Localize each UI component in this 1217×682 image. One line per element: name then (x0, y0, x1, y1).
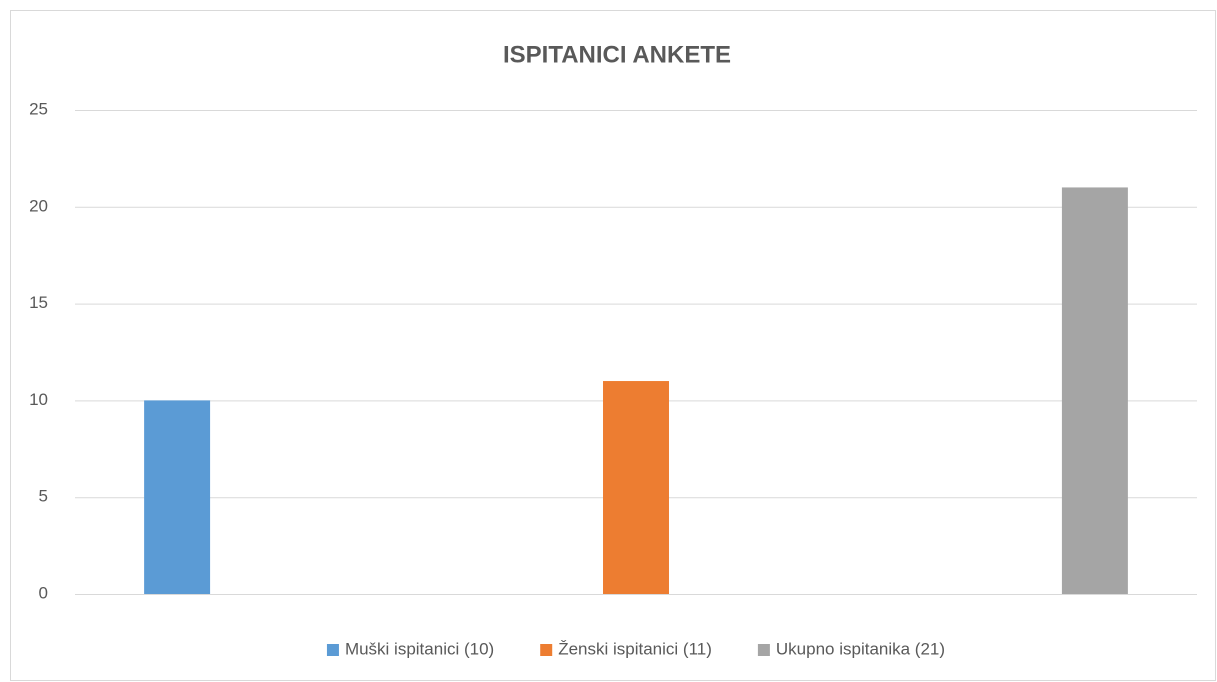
bar (1061, 187, 1128, 594)
legend-label: Ženski ispitanici (11) (558, 639, 712, 658)
legend-swatch (757, 644, 770, 656)
y-tick-label: 15 (29, 293, 48, 312)
y-tick-label: 20 (29, 196, 48, 215)
y-tick-label: 10 (29, 390, 48, 409)
bar (603, 381, 669, 594)
y-tick-label: 25 (29, 99, 48, 118)
legend-swatch (540, 644, 553, 656)
legend-swatch (326, 644, 339, 656)
legend-label: Muški ispitanici (10) (345, 639, 494, 658)
chart-title: ISPITANICI ANKETE (503, 41, 731, 68)
bar (144, 400, 211, 594)
y-tick-label: 0 (39, 583, 48, 602)
legend-label: Ukupno ispitanika (21) (776, 639, 945, 658)
y-tick-label: 5 (39, 487, 48, 506)
